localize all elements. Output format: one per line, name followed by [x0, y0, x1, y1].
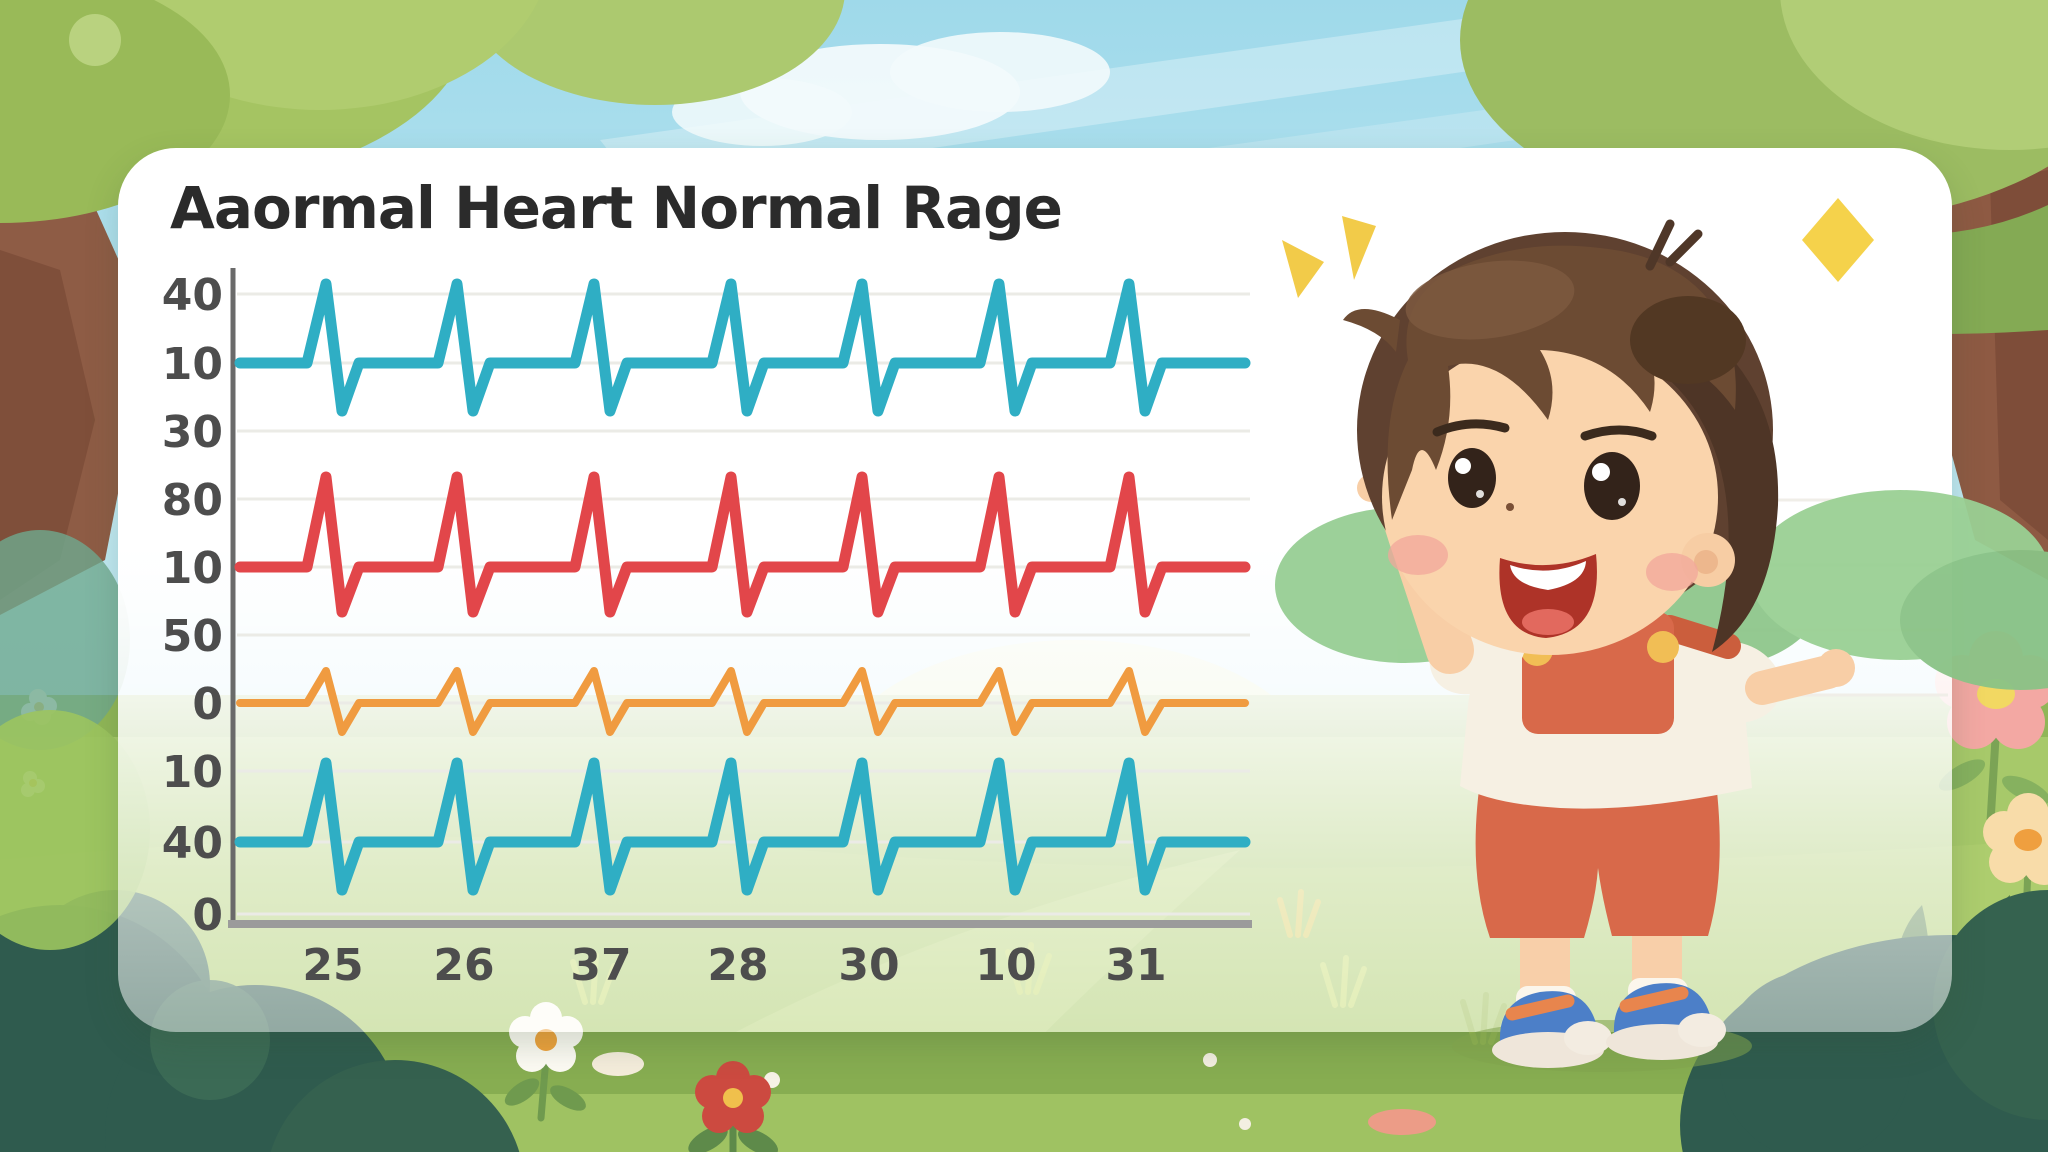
boy-overall-shorts [1475, 766, 1720, 938]
boy-nose [1506, 503, 1514, 511]
boy-face [1382, 339, 1718, 655]
boy-mouth [1499, 554, 1597, 638]
ecg-trace-1 [234, 278, 1251, 417]
y-tick-label: 80 [162, 475, 223, 526]
ecg-traces [234, 278, 1251, 896]
x-tick-label: 25 [302, 940, 363, 991]
x-tick-label: 28 [707, 940, 768, 991]
y-tick-label: 10 [162, 543, 223, 594]
y-tick-label: 10 [162, 339, 223, 390]
y-tick-label: 50 [162, 611, 223, 662]
x-tick-label: 37 [570, 940, 631, 991]
chart-title: Aaormal Heart Normal Rage [170, 174, 1063, 242]
y-tick-label: 0 [192, 890, 223, 941]
boy-hair-side [1650, 310, 1779, 652]
excitement-dashes-icon [1282, 216, 1376, 298]
boy-shoe-left [1492, 991, 1612, 1068]
y-tick-label: 30 [162, 407, 223, 458]
boy-character [1275, 198, 2048, 1072]
boy-right-arm [1682, 641, 1855, 723]
ecg-trace-4 [234, 757, 1251, 896]
y-tick-label: 0 [192, 679, 223, 730]
x-tick-label: 30 [838, 940, 899, 991]
boy-eyebrows [1432, 419, 1657, 441]
tree-canopy-center [465, 0, 845, 105]
x-tick-label: 10 [975, 940, 1036, 991]
y-tick-label: 10 [162, 747, 223, 798]
y-tick-label: 40 [162, 818, 223, 869]
ecg-trace-2 [234, 471, 1251, 618]
boy-blush [1388, 535, 1698, 591]
sparkle-diamond-icon [1802, 198, 1874, 282]
pebbles [326, 1052, 1436, 1135]
boy-hair-fringe [1343, 219, 1746, 520]
x-tick-label: 31 [1105, 940, 1166, 991]
x-tick-label: 26 [433, 940, 494, 991]
y-tick-label: 40 [162, 270, 223, 321]
ecg-chart: 40 10 30 80 10 50 0 10 40 0 25 26 37 28 30 10 31 [162, 268, 1948, 991]
red-flower [688, 1061, 778, 1152]
tick-labels: 40 10 30 80 10 50 0 10 40 0 25 26 37 28 30 10 31 [162, 270, 1167, 991]
ecg-trace-3 [236, 667, 1249, 736]
tree-left [0, 0, 539, 615]
boy-shoe-right [1606, 983, 1726, 1060]
bush-left-edge [0, 530, 150, 950]
boy-eyes [1448, 448, 1640, 520]
